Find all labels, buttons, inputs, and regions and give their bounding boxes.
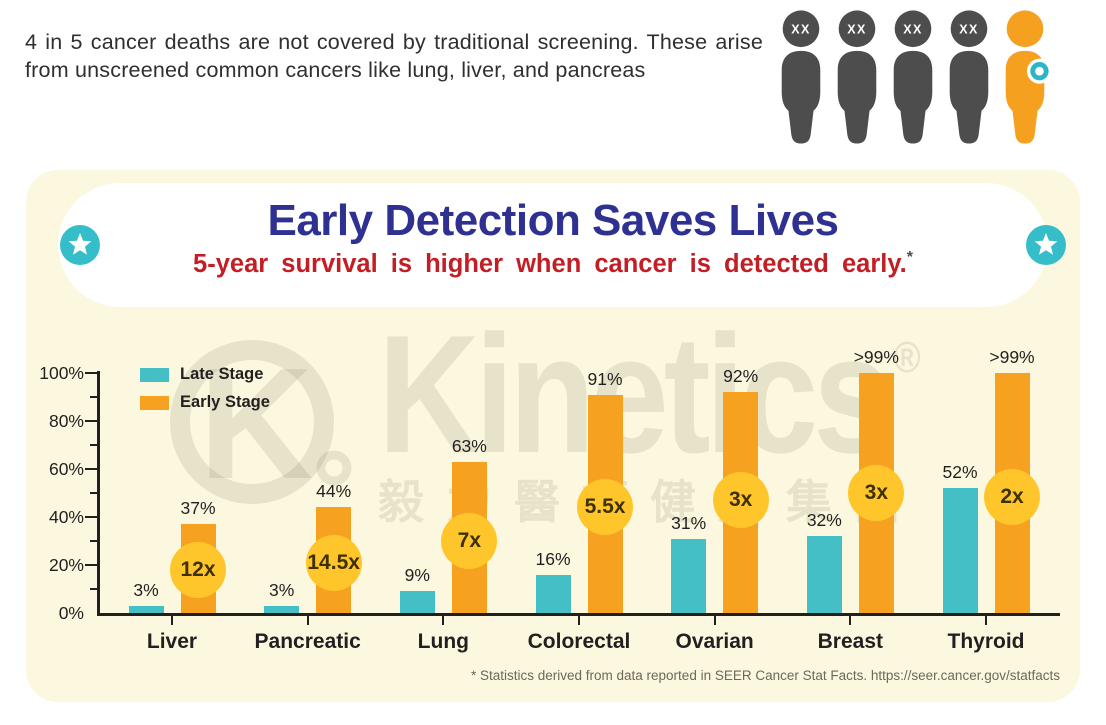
y-tick bbox=[90, 540, 97, 542]
bar-value-label: 92% bbox=[723, 366, 759, 387]
chart-legend: Late Stage Early Stage bbox=[140, 365, 270, 423]
person-unscreened-icon: XX bbox=[893, 10, 933, 144]
bar-value-label: 44% bbox=[316, 481, 352, 502]
multiplier-badge: 2x bbox=[984, 468, 1040, 525]
person-unscreened-icon: XX bbox=[781, 10, 821, 144]
y-tick bbox=[85, 468, 97, 470]
bar-value-label: 91% bbox=[587, 368, 623, 389]
x-tick bbox=[578, 616, 580, 625]
star-badge-left-icon bbox=[60, 225, 100, 265]
x-tick bbox=[306, 616, 309, 625]
y-axis-label: 100% bbox=[39, 363, 84, 383]
bar-value-label: >99% bbox=[989, 347, 1035, 367]
population-figures: XX XX XX XX bbox=[774, 8, 1052, 144]
person-unscreened-icon: XX bbox=[949, 10, 989, 144]
category-label: Colorectal bbox=[527, 630, 631, 653]
legend-item-late-stage: Late Stage bbox=[140, 365, 270, 383]
category-label: Thyroid bbox=[947, 630, 1025, 653]
crossed-eyes-label: XX bbox=[791, 23, 811, 37]
x-tick bbox=[713, 616, 716, 625]
page-subtitle: 5-year survival is higher when cancer is… bbox=[193, 249, 913, 278]
crossed-eyes-label: XX bbox=[847, 23, 867, 37]
legend-item-early-stage: Early Stage bbox=[140, 393, 270, 411]
x-tick bbox=[985, 616, 987, 625]
category-label: Breast bbox=[817, 630, 884, 653]
y-axis-label: 40% bbox=[48, 507, 84, 527]
bar-late-stage bbox=[942, 488, 978, 613]
bar-late-stage bbox=[535, 574, 571, 613]
page-title: Early Detection Saves Lives bbox=[267, 196, 839, 245]
category-label: Liver bbox=[146, 630, 198, 653]
y-tick bbox=[85, 420, 97, 422]
y-tick bbox=[90, 396, 97, 398]
multiplier-badge: 5.5x bbox=[577, 479, 633, 536]
category-label: Lung bbox=[417, 630, 469, 653]
intro-text: 4 in 5 cancer deaths are not covered by … bbox=[25, 30, 763, 83]
bar-value-label: 16% bbox=[535, 548, 571, 569]
bar-late-stage bbox=[128, 605, 164, 613]
y-tick bbox=[85, 516, 97, 518]
infographic-panel: K Kinetics ® 毅力醫護健康集團 Early Detection Sav… bbox=[26, 170, 1080, 702]
multiplier-badge: 12x bbox=[170, 541, 226, 598]
bar-chart: 0% 20% 40% 60% 80% 100% 3% 37% Liver 12x 3% 44% Panc… bbox=[26, 170, 1080, 702]
x-axis-line bbox=[97, 613, 1060, 616]
bar-value-label: 3% bbox=[269, 579, 295, 600]
bar-late-stage bbox=[264, 605, 300, 613]
y-tick bbox=[90, 444, 97, 446]
star-badge-right-icon bbox=[1026, 225, 1066, 265]
crossed-eyes-label: XX bbox=[903, 23, 923, 37]
legend-label-early-stage: Early Stage bbox=[180, 393, 270, 411]
x-tick bbox=[442, 616, 445, 625]
y-axis-label: 80% bbox=[48, 411, 84, 431]
bar-value-label: 37% bbox=[180, 498, 216, 519]
bar-value-label: 32% bbox=[806, 510, 842, 531]
multiplier-badge: 3x bbox=[848, 465, 905, 521]
y-axis-line bbox=[97, 371, 100, 613]
bar-value-label: 3% bbox=[133, 579, 159, 600]
multiplier-badge: 7x bbox=[441, 513, 498, 569]
title-banner: Early Detection Saves Lives 5-year survi… bbox=[58, 183, 1048, 307]
y-tick bbox=[90, 588, 97, 590]
y-tick bbox=[90, 492, 97, 494]
y-axis-label: 60% bbox=[48, 459, 84, 479]
y-axis-label: 20% bbox=[48, 555, 84, 575]
multiplier-badge: 14.5x bbox=[305, 534, 362, 591]
legend-label-late-stage: Late Stage bbox=[180, 365, 264, 383]
bar-value-label: 52% bbox=[942, 462, 978, 483]
source-footnote: * Statistics derived from data reported … bbox=[470, 668, 1060, 683]
person-unscreened-icon: XX bbox=[837, 10, 877, 144]
x-tick bbox=[171, 616, 173, 625]
bar-late-stage bbox=[671, 538, 707, 613]
multiplier-badge: 3x bbox=[712, 472, 769, 529]
person-screened-icon bbox=[1005, 10, 1052, 144]
crossed-eyes-label: XX bbox=[959, 23, 979, 37]
category-label: Ovarian bbox=[675, 630, 754, 653]
bar-value-label: >99% bbox=[853, 347, 899, 367]
y-axis-label: 0% bbox=[58, 603, 84, 623]
bar-late-stage bbox=[399, 591, 435, 613]
legend-swatch-early-stage bbox=[140, 395, 169, 410]
footnote-marker: * bbox=[906, 249, 913, 266]
y-tick bbox=[85, 372, 97, 374]
bar-value-label: 63% bbox=[451, 435, 487, 456]
bar-value-label: 9% bbox=[404, 565, 430, 586]
category-label: Pancreatic bbox=[254, 630, 361, 653]
legend-swatch-late-stage bbox=[140, 367, 169, 382]
x-tick bbox=[849, 616, 852, 625]
bar-late-stage bbox=[806, 536, 842, 613]
y-tick bbox=[85, 564, 97, 566]
bar-value-label: 31% bbox=[671, 512, 707, 533]
